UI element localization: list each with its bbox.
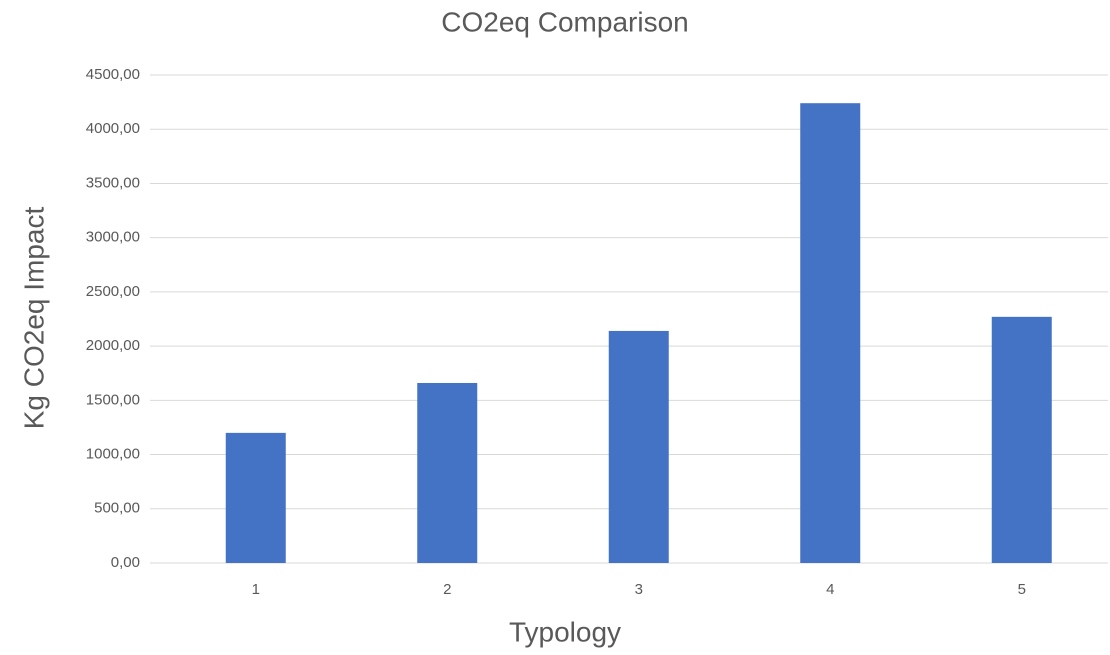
y-tick-label: 4500,00 (86, 66, 140, 83)
y-tick-label: 1000,00 (86, 446, 140, 463)
chart-title: CO2eq Comparison (441, 6, 688, 37)
y-tick-label: 1500,00 (86, 391, 140, 408)
y-tick-label: 3500,00 (86, 174, 140, 191)
x-tick-label: 2 (443, 581, 451, 598)
bar (608, 330, 669, 563)
x-tick-label: 5 (1018, 581, 1026, 598)
y-tick-label: 2500,00 (86, 283, 140, 300)
y-tick-label: 3000,00 (86, 229, 140, 246)
bar (991, 316, 1052, 563)
x-tick-label: 1 (252, 581, 260, 598)
y-tick-label: 4000,00 (86, 120, 140, 137)
x-tick-label: 4 (826, 581, 834, 598)
y-tick-label: 500,00 (94, 500, 140, 517)
y-tick-label: 0,00 (111, 554, 140, 571)
bar (225, 432, 286, 563)
bar (800, 103, 861, 563)
y-axis-title: Kg CO2eq Impact (18, 207, 49, 430)
y-tick-label: 2000,00 (86, 337, 140, 354)
x-axis-title: Typology (509, 616, 621, 647)
bar (417, 382, 478, 563)
x-tick-label: 3 (635, 581, 643, 598)
